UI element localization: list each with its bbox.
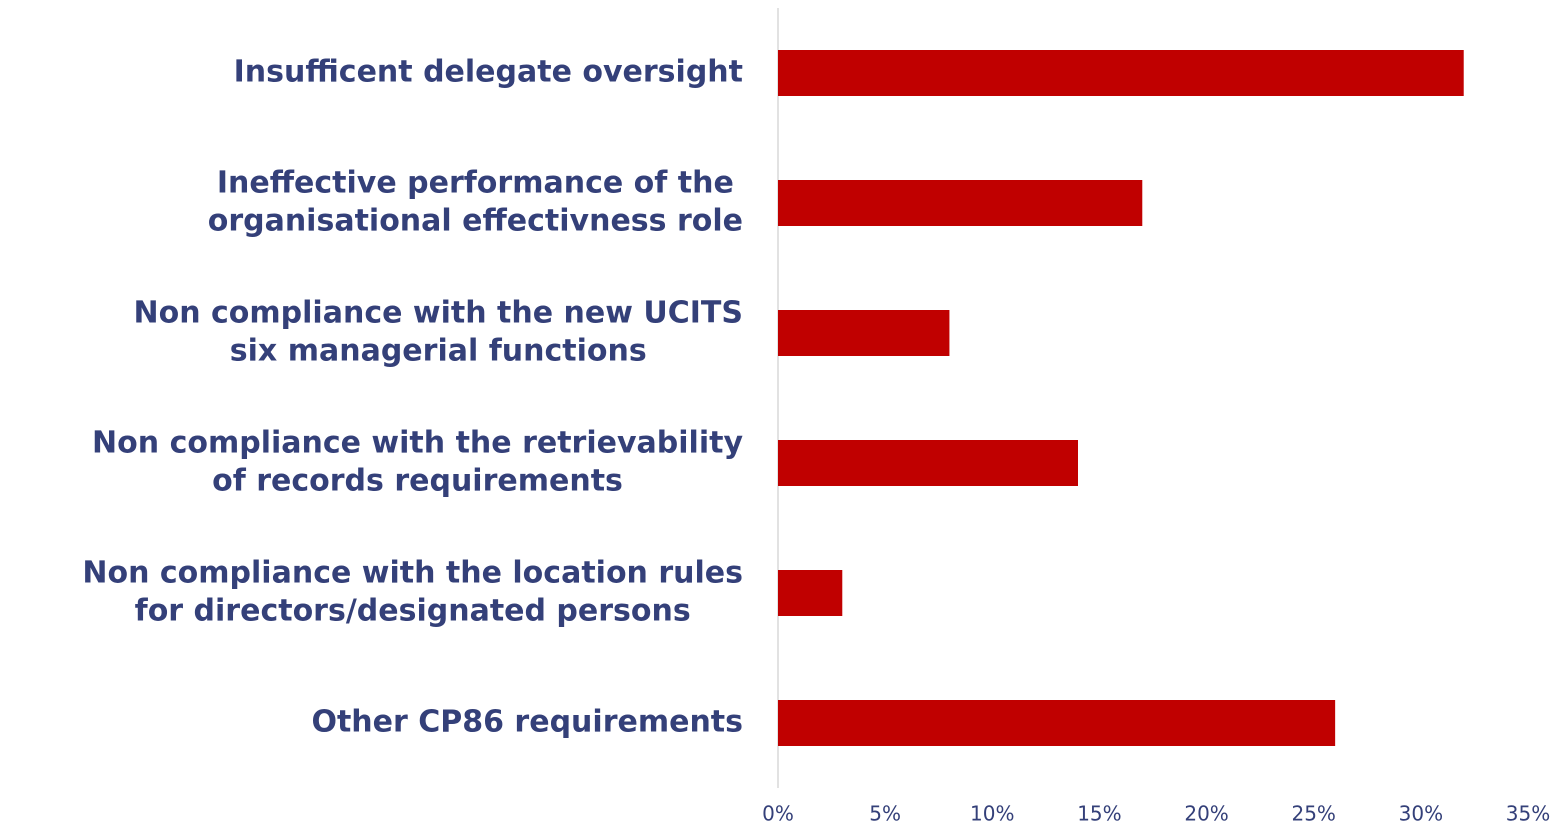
x-tick-label: 15% (1077, 802, 1121, 826)
category-label: Insufficent delegate oversight (234, 55, 743, 90)
bar (778, 570, 843, 616)
x-tick-label: 25% (1291, 802, 1335, 826)
x-tick-label: 35% (1506, 802, 1550, 826)
category-label-line: of records requirements (212, 464, 623, 499)
category-label-line: Non compliance with the retrievability (92, 426, 743, 461)
category-label-line: Insufficent delegate oversight (234, 55, 743, 90)
x-tick-label: 30% (1399, 802, 1443, 826)
bar (778, 700, 1336, 746)
category-label-line: Non compliance with the new UCITS (134, 296, 744, 331)
category-label: Non compliance with the retrievabilityof… (92, 426, 743, 499)
category-label-line: organisational effectivness role (208, 204, 743, 239)
x-tick-label: 10% (970, 802, 1014, 826)
x-tick-label: 20% (1184, 802, 1228, 826)
x-tick-label: 0% (762, 802, 794, 826)
category-label: Other CP86 requirements (311, 705, 743, 740)
x-tick-label: 5% (869, 802, 901, 826)
category-label-line: for directors/designated persons (135, 594, 691, 629)
category-label-line: six managerial functions (230, 334, 647, 369)
bar (778, 180, 1143, 226)
bar (778, 50, 1464, 96)
category-label: Non compliance with the location rulesfo… (82, 556, 743, 629)
category-label: Ineffective performance of theorganisati… (208, 166, 743, 239)
category-label-line: Ineffective performance of the (217, 166, 734, 201)
bar (778, 440, 1078, 486)
category-label-line: Other CP86 requirements (311, 705, 743, 740)
category-label-line: Non compliance with the location rules (82, 556, 743, 591)
bar (778, 310, 950, 356)
